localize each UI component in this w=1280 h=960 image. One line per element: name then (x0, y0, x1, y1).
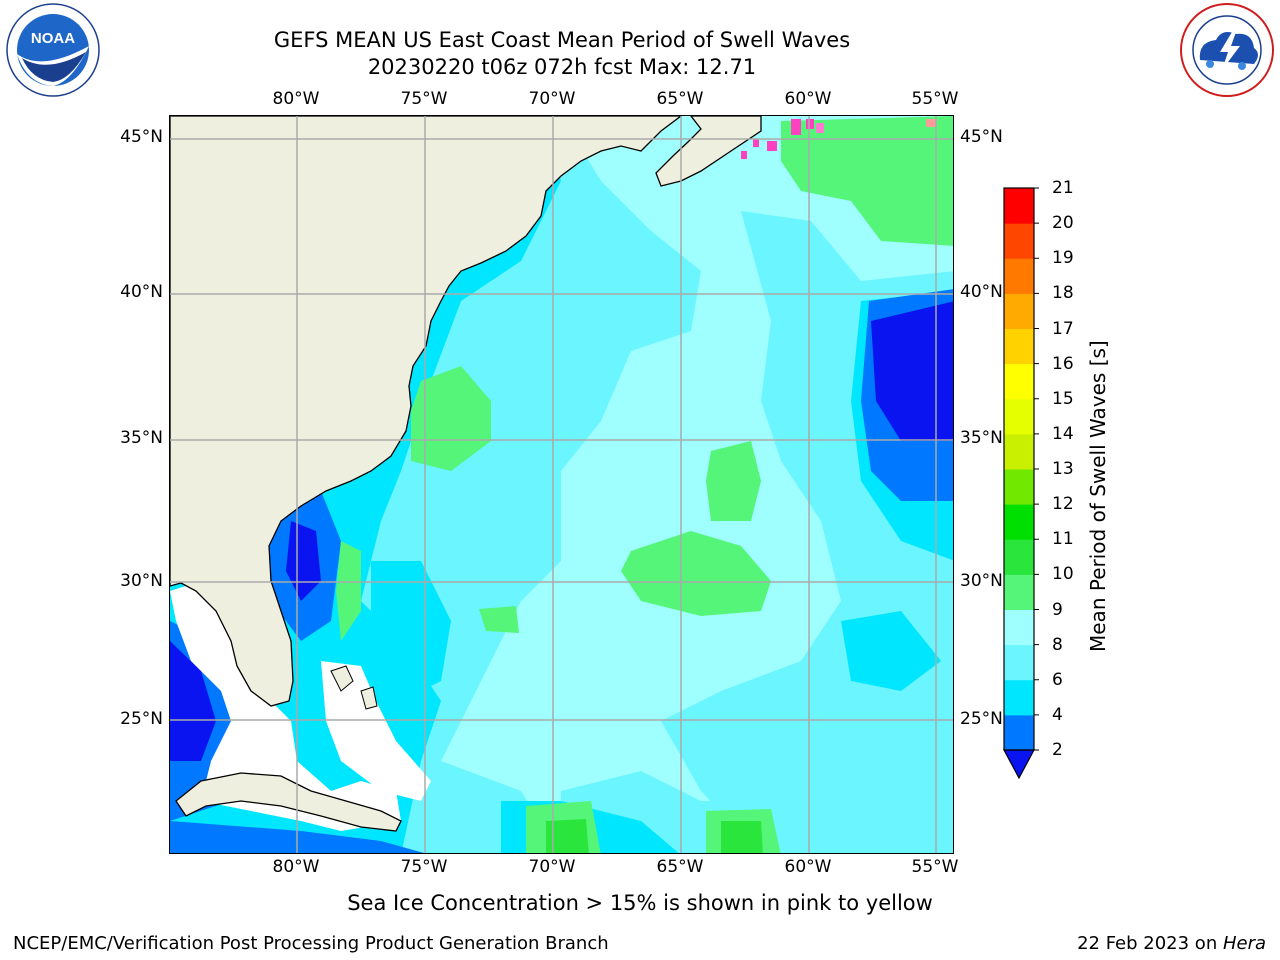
lon-label-top-65w: 65°W (656, 89, 704, 109)
ocean-period-9-10-mid2 (621, 531, 771, 616)
sea-ice-cell (753, 139, 759, 147)
colorbar-segment (1004, 679, 1034, 716)
colorbar-tick-label: 13 (1052, 459, 1074, 479)
colorbar-segment (1004, 398, 1034, 435)
colorbar-tick-label: 10 (1052, 564, 1074, 585)
colorbar-svg (1002, 187, 1039, 780)
ocean-period-10-11-south2 (721, 821, 763, 853)
lat-label-right-45n: 45°N (960, 127, 1003, 147)
graticule (170, 116, 953, 853)
lon-label-top-60w: 60°W (784, 89, 832, 109)
lon-label-bottom-80w: 80°W (272, 857, 320, 877)
colorbar-tick-label: 18 (1052, 283, 1074, 304)
sea-ice-cell (741, 151, 747, 159)
sea-ice-note: Sea Ice Concentration > 15% is shown in … (347, 891, 933, 915)
colorbar-segment (1004, 328, 1034, 365)
colorbar-tick-label: 15 (1052, 388, 1074, 409)
colorbar-tick-label: 20 (1052, 213, 1074, 234)
lat-label-right-35n: 35°N (960, 428, 1003, 448)
land-cuba (175, 772, 402, 832)
colorbar-label: Mean Period of Swell Waves [s] (1086, 340, 1110, 652)
sea-ice-cell (791, 119, 801, 135)
colorbar-tick-label: 9 (1052, 599, 1063, 620)
colorbar-segment (1004, 539, 1034, 575)
colorbar-tick-label: 17 (1052, 318, 1074, 339)
ocean-period-9-10-mid1 (706, 441, 761, 521)
ocean-period-9-10-gulfstream (411, 366, 491, 471)
sea-ice-cell (767, 141, 777, 151)
lat-label-left-30n: 30°N (120, 571, 163, 591)
lon-label-bottom-55w: 55°W (911, 857, 959, 877)
colorbar-tick-label: 11 (1052, 529, 1074, 550)
colorbar-tick-label: 2 (1052, 740, 1063, 760)
lon-label-bottom-75w: 75°W (400, 857, 448, 877)
lon-label-top-55w: 55°W (911, 89, 959, 109)
noaa-logo: NOAA (2, 2, 104, 98)
sea-ice-cell (926, 119, 936, 127)
colorbar-tick-label: 12 (1052, 494, 1074, 515)
colorbar-segment (1004, 293, 1034, 329)
sea-ice-cell (816, 123, 824, 133)
footer-date-text: 22 Feb 2023 on (1077, 933, 1223, 954)
colorbar-segment (1004, 469, 1034, 505)
lon-label-top-75w: 75°W (400, 89, 448, 109)
chart-title: GEFS MEAN US East Coast Mean Period of S… (273, 28, 851, 52)
lat-label-right-40n: 40°N (960, 282, 1003, 302)
colorbar (998, 185, 1040, 785)
colorbar-tick-label: 14 (1052, 423, 1074, 444)
colorbar-tick-label: 21 (1052, 178, 1074, 198)
ocean-period-below-2-florida (286, 521, 321, 601)
colorbar-tick-label: 8 (1052, 634, 1063, 655)
no-data-gulf (170, 581, 401, 831)
ocean-period-below-2-east (871, 301, 953, 441)
sea-ice-cell (806, 119, 814, 129)
colorbar-segment (1004, 363, 1034, 400)
colorbar-segment (1004, 609, 1034, 646)
colorbar-segment (1004, 188, 1034, 224)
colorbar-extend-arrow (1002, 749, 1036, 780)
lat-label-left-25n: 25°N (120, 709, 163, 729)
lon-label-bottom-65w: 65°W (656, 857, 704, 877)
lat-label-left-35n: 35°N (120, 428, 163, 448)
colorbar-tick-label: 16 (1052, 353, 1074, 374)
colorbar-segment (1004, 433, 1034, 470)
footer-host: Hera (1222, 933, 1266, 954)
colorbar-tick-label: 6 (1052, 669, 1063, 690)
ocean-period-9-10-nova-scotia (781, 116, 953, 246)
colorbar-segment (1004, 258, 1034, 294)
lat-label-left-40n: 40°N (120, 282, 163, 302)
nws-logo (1176, 2, 1278, 98)
swell-period-map (169, 115, 954, 854)
ocean-period-4-6-mid (371, 561, 451, 701)
lon-label-bottom-70w: 70°W (528, 857, 576, 877)
chart-subtitle: 20230220 t06z 072h fcst Max: 12.71 (367, 55, 757, 79)
colorbar-segment (1004, 714, 1034, 751)
ocean-period-9-10-carolina (336, 541, 361, 641)
colorbar-segment (1004, 504, 1034, 540)
colorbar-ticks: 2 4 6 8 9 10 11 12 13 14 15 16 17 18 19 20 21 (1044, 178, 1084, 785)
no-data-bahamas (321, 661, 431, 801)
lon-label-top-70w: 70°W (528, 89, 576, 109)
footer-date: 22 Feb 2023 on Hera (1077, 933, 1266, 954)
map-canvas (170, 116, 953, 853)
noaa-logo-text: NOAA (31, 30, 75, 47)
lon-label-top-80w: 80°W (272, 89, 320, 109)
ocean-period-9-10-bahamas (479, 606, 519, 633)
lat-label-right-25n: 25°N (960, 709, 1003, 729)
lat-label-left-45n: 45°N (120, 127, 163, 147)
colorbar-segment (1004, 644, 1034, 681)
ocean-period-10-11-south1 (546, 819, 589, 853)
colorbar-tick-label: 19 (1052, 248, 1074, 269)
lon-label-bottom-60w: 60°W (784, 857, 832, 877)
land-bahamas (330, 665, 378, 710)
ocean-period-below-2-gulf (170, 641, 216, 761)
footer-credit: NCEP/EMC/Verification Post Processing Pr… (13, 933, 609, 954)
colorbar-segment (1004, 223, 1034, 259)
colorbar-tick-label: 4 (1052, 704, 1063, 725)
colorbar-segment (1004, 574, 1034, 610)
lat-label-right-30n: 30°N (960, 571, 1003, 591)
ocean-period-4-6-se (841, 611, 941, 691)
